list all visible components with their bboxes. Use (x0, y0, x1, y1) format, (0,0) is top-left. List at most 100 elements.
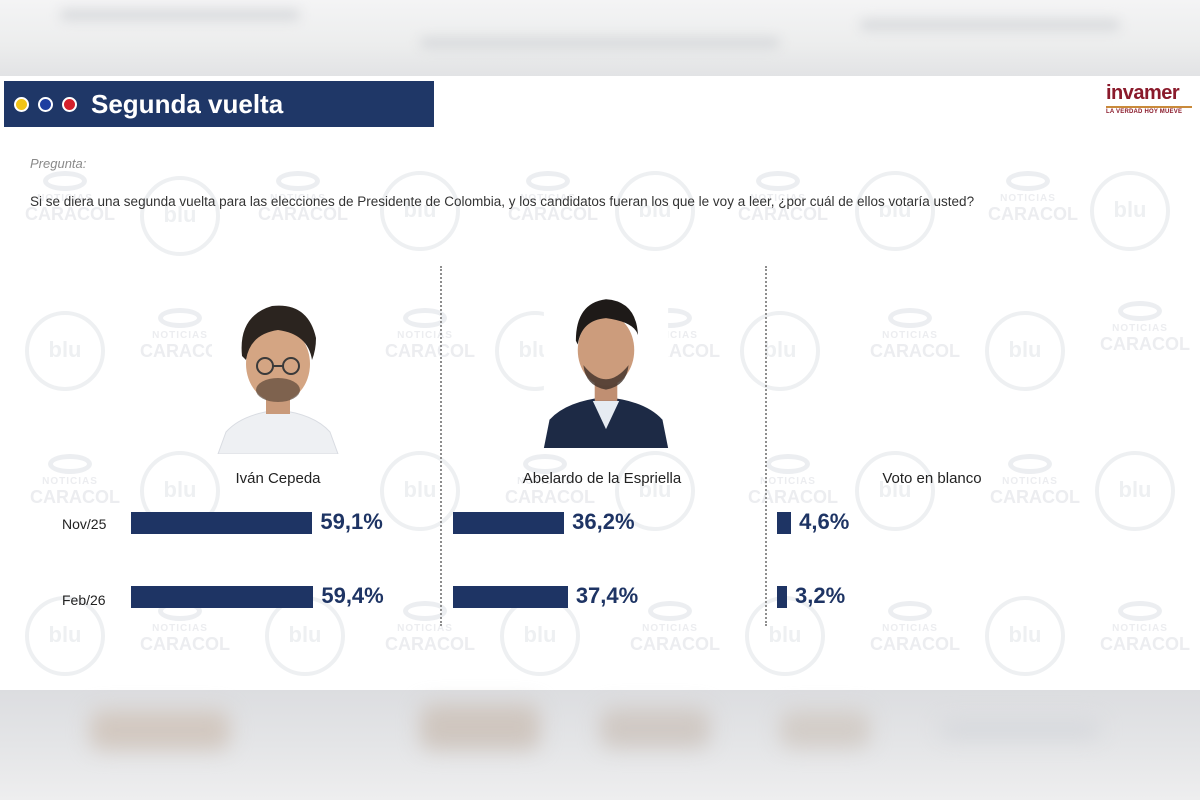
watermark-text: CARACOL (508, 204, 598, 224)
blur-smear (420, 704, 540, 750)
caracol-watermark-logo: NOTICIAS CARACOL (870, 601, 960, 655)
watermark-text: NOTICIAS (882, 623, 938, 634)
blur-smear (940, 720, 1100, 738)
logo-name: invamer (1106, 82, 1180, 104)
watermark-text: NOTICIAS (520, 193, 576, 204)
watermark-text: NOTICIAS (42, 476, 98, 487)
blu-watermark-logo: blu (380, 171, 460, 251)
caracol-watermark-logo: NOTICIAS CARACOL (505, 454, 595, 508)
caracol-watermark-logo: NOTICIAS CARACOL (990, 454, 1080, 508)
watermark-text: NOTICIAS (760, 476, 816, 487)
blur-smear (600, 708, 710, 748)
blu-watermark-logo: blu (740, 311, 820, 391)
blur-smear (60, 10, 300, 20)
caracol-watermark-logo: NOTICIAS CARACOL (1100, 301, 1190, 355)
column-divider (765, 266, 767, 626)
watermark-text: NOTICIAS (1112, 323, 1168, 334)
caracol-eye-icon (523, 454, 567, 474)
blu-watermark-logo: blu (615, 451, 695, 531)
blue-dot-icon (38, 96, 53, 112)
caracol-eye-icon (1118, 601, 1162, 621)
watermark-text: NOTICIAS (517, 476, 573, 487)
watermark-text: NOTICIAS (270, 193, 326, 204)
value-label-cepeda-nov25: 59,1% (320, 509, 383, 534)
watermark-text: CARACOL (738, 204, 828, 224)
watermark-text: NOTICIAS (152, 330, 208, 341)
question-text: Si se diera una segunda vuelta para las … (30, 194, 975, 209)
blu-watermark-logo: blu (500, 596, 580, 676)
caracol-watermark-logo: NOTICIAS CARACOL (630, 601, 720, 655)
value-label-espriella-nov25: 36,2% (572, 509, 635, 534)
caracol-eye-icon (888, 308, 932, 328)
blu-watermark-logo: blu (1095, 451, 1175, 531)
candidate-photo-cepeda (212, 294, 344, 454)
caracol-eye-icon (276, 171, 320, 191)
caracol-watermark-logo: NOTICIAS CARACOL (140, 601, 230, 655)
blur-smear (780, 710, 870, 748)
blu-watermark-logo: blu (25, 596, 105, 676)
background-top-blur (0, 0, 1200, 76)
watermark-text: CARACOL (140, 341, 230, 361)
watermark-text: NOTICIAS (152, 623, 208, 634)
caracol-eye-icon (403, 601, 447, 621)
watermark-text: CARACOL (870, 341, 960, 361)
candidate-name: Voto en blanco (882, 470, 982, 487)
caracol-eye-icon (1008, 454, 1052, 474)
watermark-text: CARACOL (385, 634, 475, 654)
caracol-watermark-logo: NOTICIAS CARACOL (870, 308, 960, 362)
watermark-text: CARACOL (1100, 334, 1190, 354)
watermark-text: CARACOL (140, 634, 230, 654)
poll-slide: blu blu blu blu blu blu blu blu blu blu … (0, 76, 1200, 690)
candidate-name: Iván Cepeda (235, 470, 321, 487)
blu-watermark-logo: blu (985, 311, 1065, 391)
watermark-text: CARACOL (748, 487, 838, 507)
watermark-text: NOTICIAS (1112, 623, 1168, 634)
caracol-eye-icon (766, 454, 810, 474)
caracol-eye-icon (48, 454, 92, 474)
watermark-text: NOTICIAS (1002, 476, 1058, 487)
watermark-text: NOTICIAS (882, 330, 938, 341)
title-dots (14, 96, 77, 112)
watermark-text: NOTICIAS (1000, 193, 1056, 204)
value-label-blanco-nov25: 4,6% (799, 509, 850, 534)
period-label-feb26: Feb/26 (62, 592, 106, 608)
invamer-logo: invamer LA VERDAD HOY MUEVE (1106, 82, 1198, 115)
caracol-watermark-logo: NOTICIAS CARACOL (385, 601, 475, 655)
caracol-eye-icon (158, 308, 202, 328)
watermark-text: CARACOL (630, 634, 720, 654)
blur-smear (90, 710, 230, 750)
background-bottom-blur (0, 690, 1200, 800)
watermark-text: CARACOL (990, 487, 1080, 507)
watermark-layer: blu blu blu blu blu blu blu blu blu blu … (0, 76, 1200, 690)
blu-watermark-logo: blu (855, 451, 935, 531)
watermark-text: NOTICIAS (642, 623, 698, 634)
caracol-eye-icon (526, 171, 570, 191)
value-label-cepeda-feb26: 59,4% (321, 583, 384, 608)
candidate-name: Abelardo de la Espriella (522, 470, 682, 487)
slide-title-bar: Segunda vuelta (4, 81, 434, 127)
bar-espriella-nov25 (453, 512, 565, 534)
blur-smear (860, 20, 1120, 30)
caracol-watermark-logo: NOTICIAS CARACOL (988, 171, 1078, 225)
blur-smear (420, 38, 780, 48)
caracol-eye-icon (403, 308, 447, 328)
caracol-watermark-logo: NOTICIAS CARACOL (140, 308, 230, 362)
value-label-blanco-feb26: 3,2% (795, 583, 846, 608)
candidate-photo-espriella (543, 288, 669, 448)
caracol-watermark-logo: NOTICIAS CARACOL (385, 308, 475, 362)
logo-tagline: LA VERDAD HOY MUEVE (1106, 109, 1183, 115)
watermark-text: NOTICIAS (397, 623, 453, 634)
caracol-watermark-logo: NOTICIAS CARACOL (738, 171, 828, 225)
watermark-text: CARACOL (385, 341, 475, 361)
watermark-text: NOTICIAS (37, 193, 93, 204)
caracol-watermark-logo: NOTICIAS CARACOL (258, 171, 348, 225)
caracol-watermark-logo: NOTICIAS CARACOL (508, 171, 598, 225)
caracol-watermark-logo: NOTICIAS CARACOL (1100, 601, 1190, 655)
watermark-text: CARACOL (258, 204, 348, 224)
watermark-text: CARACOL (30, 487, 120, 507)
blu-watermark-logo: blu (985, 596, 1065, 676)
watermark-text: NOTICIAS (397, 330, 453, 341)
caracol-eye-icon (756, 171, 800, 191)
blu-watermark-logo: blu (140, 451, 220, 531)
question-label: Pregunta: (30, 156, 87, 171)
